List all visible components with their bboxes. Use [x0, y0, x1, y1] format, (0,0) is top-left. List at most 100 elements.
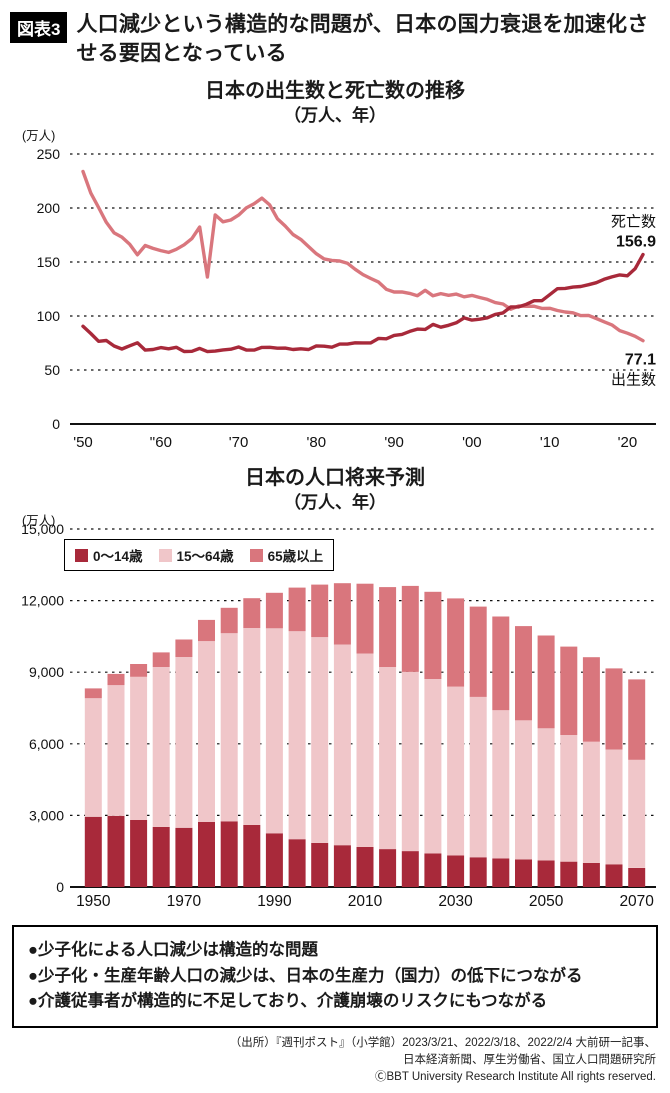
bar-1950-age-15-64: [84, 698, 102, 817]
svg-text:1970: 1970: [167, 893, 202, 910]
births-deaths-line-chart: (万人) 0 50 100 150 200 250 '50 ''60 '70 '80 '90 '00 '1…: [22, 129, 656, 451]
bar-1980-age-0-14: [220, 821, 238, 888]
svg-text:6,000: 6,000: [29, 736, 64, 752]
bar-2010-age-0-14: [356, 847, 374, 888]
births-deaths-chart-block: 日本の出生数と死亡数の推移 （万人、年） (万人) 0 50 100 150 200 250…: [8, 79, 662, 456]
figure-number-badge: 図表3: [10, 12, 68, 43]
svg-text:12,000: 12,000: [21, 593, 64, 609]
svg-text:2030: 2030: [438, 893, 473, 910]
svg-text:200: 200: [37, 200, 61, 216]
bar-1965-age-65-plus: [152, 652, 170, 668]
bar-chart-wrap: (万人) 0 3,000 6,000 9,000 12,000 15,000 1950 1970…: [8, 513, 670, 915]
bar-2065-age-0-14: [605, 864, 623, 888]
bar-2025-age-65-plus: [424, 592, 442, 680]
page-title: 人口減少という構造的な問題が、日本の国力衰退を加速化させる要因となっている: [76, 13, 649, 66]
svg-text:'70: '70: [229, 434, 249, 451]
bar-1975-age-0-14: [198, 822, 215, 888]
bar-2025-age-15-64: [424, 679, 442, 854]
svg-text:''60: ''60: [150, 434, 172, 451]
bar-1965-age-0-14: [152, 827, 170, 888]
svg-text:156.9: 156.9: [616, 234, 656, 251]
svg-text:50: 50: [44, 362, 60, 378]
bar-2035-age-0-14: [469, 857, 487, 888]
bar-1970-age-65-plus: [175, 639, 193, 658]
bar-1960-age-15-64: [130, 677, 148, 821]
bar-1980-age-65-plus: [220, 608, 238, 634]
legend-label: 15～64歳: [176, 549, 234, 565]
line-chart-wrap: (万人) 0 50 100 150 200 250 '50 ''60 '70 '80 '90 '00 '1…: [8, 126, 670, 456]
source-line: ⒸBBT University Research Institute All r…: [374, 1071, 656, 1084]
bar-2020-age-65-plus: [401, 586, 419, 673]
svg-text:2050: 2050: [529, 893, 564, 910]
svg-text:'20: '20: [618, 434, 638, 451]
svg-text:100: 100: [37, 308, 61, 324]
bar-2045-age-0-14: [515, 859, 532, 888]
bar-chart-subtitle: （万人、年）: [284, 493, 386, 513]
bar-2035-age-65-plus: [469, 606, 487, 698]
bar-1985-age-65-plus: [243, 598, 261, 629]
bar-2050-age-0-14: [537, 860, 555, 888]
bar-2030-age-0-14: [447, 855, 465, 888]
svg-text:出生数: 出生数: [611, 372, 656, 389]
bar-1995-age-15-64: [288, 631, 306, 840]
bar-2015-age-0-14: [379, 849, 397, 888]
bar-2015-age-65-plus: [379, 587, 397, 668]
source-attribution: （出所）『週刊ポスト』（小学館）2023/3/21、2022/3/18、2022…: [8, 1035, 662, 1087]
svg-text:'90: '90: [384, 434, 404, 451]
bar-2055-age-65-plus: [560, 646, 578, 736]
note-item: ●介護従事者が構造的に不足しており、介護崩壊のリスクにもつながる: [28, 992, 548, 1011]
bar-2040-age-15-64: [492, 710, 510, 859]
bar-1970-age-0-14: [175, 828, 193, 888]
bar-1950-age-65-plus: [84, 688, 102, 699]
header: 図表3 人口減少という構造的な問題が、日本の国力衰退を加速化させる要因となってい…: [8, 10, 662, 69]
bar-2060-age-0-14: [582, 863, 600, 888]
bar-1955-age-65-plus: [107, 674, 125, 686]
line-chart-title: 日本の出生数と死亡数の推移: [205, 79, 465, 102]
bar-2000-age-65-plus: [311, 584, 329, 638]
bar-2050-age-15-64: [537, 728, 555, 861]
bar-1970-age-15-64: [175, 657, 193, 828]
svg-text:2010: 2010: [348, 893, 383, 910]
bar-2065-age-65-plus: [605, 668, 623, 750]
bar-2000-age-0-14: [311, 843, 329, 888]
bar-2040-age-0-14: [492, 858, 510, 888]
legend-item-age-65-plus: 65歳以上: [249, 545, 323, 565]
legend-swatch-age-65-plus: [249, 548, 263, 562]
bar-1980-age-15-64: [220, 633, 238, 822]
bar-2005-age-15-64: [333, 644, 351, 846]
svg-text:3,000: 3,000: [29, 808, 64, 824]
bar-1995-age-0-14: [288, 839, 306, 888]
bar-1960-age-65-plus: [130, 664, 148, 678]
bar-1950-age-0-14: [84, 817, 102, 888]
bar-1995-age-65-plus: [288, 587, 306, 632]
bar-1955-age-15-64: [107, 685, 125, 817]
bar-2005-age-0-14: [333, 845, 351, 888]
bar-2055-age-15-64: [560, 735, 578, 862]
bar-1955-age-0-14: [107, 816, 125, 888]
bar-2065-age-15-64: [605, 749, 623, 865]
population-projection-bar-chart: (万人) 0 3,000 6,000 9,000 12,000 15,000 1950 1970…: [21, 514, 656, 910]
age-group-legend: 0～14歳 15～64歳 65歳以上: [64, 539, 335, 572]
svg-text:(万人): (万人): [22, 514, 55, 528]
svg-text:77.1: 77.1: [625, 352, 656, 369]
svg-text:2070: 2070: [619, 893, 654, 910]
svg-text:1990: 1990: [257, 893, 292, 910]
source-line: （出所）『週刊ポスト』（小学館）2023/3/21、2022/3/18、2022…: [229, 1036, 656, 1049]
bar-1960-age-0-14: [130, 820, 148, 888]
svg-text:'10: '10: [540, 434, 560, 451]
population-projection-chart-block: 日本の人口将来予測 （万人、年） (万人) 0 3,000 6,000 9,000 12,…: [8, 466, 662, 915]
bar-1990-age-15-64: [265, 628, 283, 834]
bar-2045-age-15-64: [515, 720, 532, 860]
bar-2040-age-65-plus: [492, 616, 510, 711]
legend-item-age-15-64: 15～64歳: [158, 545, 234, 565]
bar-2045-age-65-plus: [515, 626, 532, 721]
svg-text:'50: '50: [73, 434, 93, 451]
bar-2025-age-0-14: [424, 853, 442, 888]
bar-2010-age-65-plus: [356, 583, 374, 654]
bar-1990-age-65-plus: [265, 593, 283, 629]
note-item: ●少子化・生産年齢人口の減少は、日本の生産力（国力）の低下につながる: [28, 966, 583, 985]
deaths-line: [81, 252, 645, 354]
bar-chart-title: 日本の人口将来予測: [245, 467, 425, 490]
bar-2020-age-0-14: [401, 851, 419, 888]
